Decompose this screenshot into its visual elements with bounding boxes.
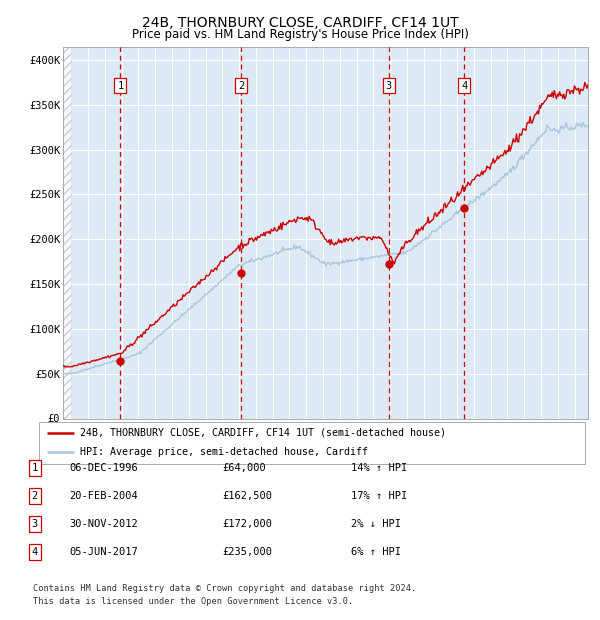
Text: 24B, THORNBURY CLOSE, CARDIFF, CF14 1UT: 24B, THORNBURY CLOSE, CARDIFF, CF14 1UT (142, 16, 458, 30)
Text: 20-FEB-2004: 20-FEB-2004 (69, 491, 138, 501)
Text: 3: 3 (386, 81, 392, 91)
Text: 24B, THORNBURY CLOSE, CARDIFF, CF14 1UT (semi-detached house): 24B, THORNBURY CLOSE, CARDIFF, CF14 1UT … (80, 428, 446, 438)
Text: HPI: Average price, semi-detached house, Cardiff: HPI: Average price, semi-detached house,… (80, 448, 368, 458)
Text: 14% ↑ HPI: 14% ↑ HPI (351, 463, 407, 473)
Text: 2% ↓ HPI: 2% ↓ HPI (351, 519, 401, 529)
Text: 1: 1 (117, 81, 124, 91)
Text: Contains HM Land Registry data © Crown copyright and database right 2024.
This d: Contains HM Land Registry data © Crown c… (33, 584, 416, 606)
Text: 6% ↑ HPI: 6% ↑ HPI (351, 547, 401, 557)
Text: 06-DEC-1996: 06-DEC-1996 (69, 463, 138, 473)
Text: £235,000: £235,000 (222, 547, 272, 557)
Text: 2: 2 (238, 81, 244, 91)
Text: 4: 4 (461, 81, 467, 91)
Text: 2: 2 (32, 491, 38, 501)
Text: £172,000: £172,000 (222, 519, 272, 529)
Text: £162,500: £162,500 (222, 491, 272, 501)
Text: 30-NOV-2012: 30-NOV-2012 (69, 519, 138, 529)
Text: 1: 1 (32, 463, 38, 473)
Text: 17% ↑ HPI: 17% ↑ HPI (351, 491, 407, 501)
Text: Price paid vs. HM Land Registry's House Price Index (HPI): Price paid vs. HM Land Registry's House … (131, 28, 469, 41)
Text: 05-JUN-2017: 05-JUN-2017 (69, 547, 138, 557)
Text: 4: 4 (32, 547, 38, 557)
Bar (63, 46, 71, 419)
Text: 3: 3 (32, 519, 38, 529)
Text: £64,000: £64,000 (222, 463, 266, 473)
